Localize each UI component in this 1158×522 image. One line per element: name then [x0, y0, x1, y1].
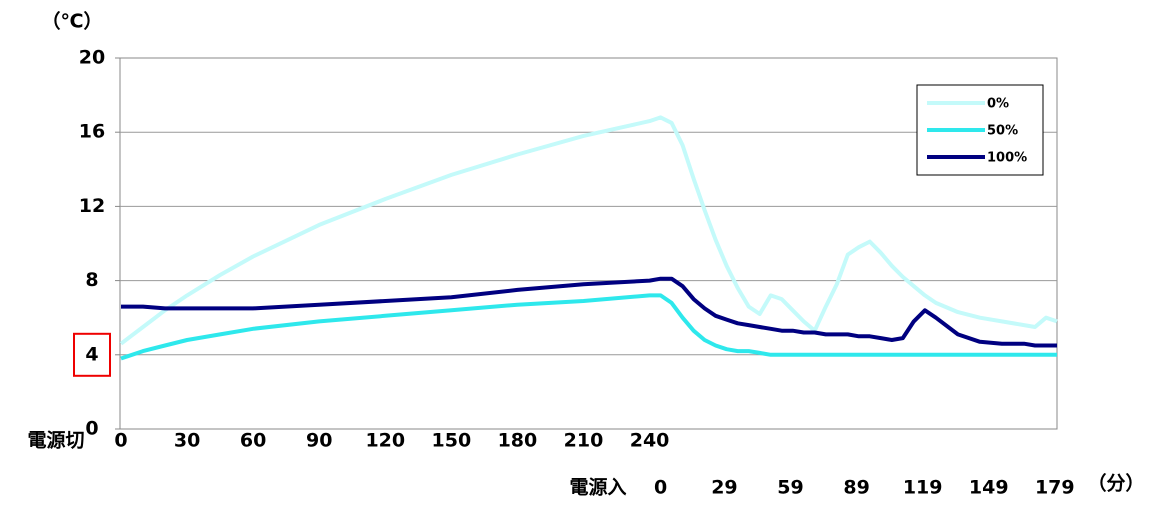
y-axis-label: （℃）: [41, 10, 102, 33]
y-tick-label: 8: [85, 269, 98, 291]
x-tick-label: 120: [365, 430, 405, 452]
x-tick-label: 0: [114, 430, 127, 452]
legend-label: 100%: [987, 151, 1027, 166]
x-tick-label: 150: [432, 430, 472, 452]
y-tick-label: 12: [79, 195, 105, 217]
x-tick-label-on: 119: [903, 477, 943, 499]
legend-label: 50%: [987, 124, 1018, 139]
x-tick-label-on: 0: [654, 477, 667, 499]
x-axis-label-on: 電源入: [569, 476, 626, 499]
series-line: [119, 115, 1058, 346]
x-tick-label: 180: [498, 430, 538, 452]
y-tick-label: 16: [79, 121, 105, 143]
legend-label: 0%: [987, 97, 1009, 112]
series-line: [121, 276, 1057, 348]
x-tick-label: 210: [564, 430, 604, 452]
x-tick-label-on: 179: [1035, 477, 1075, 499]
x-tick-label: 240: [630, 430, 670, 452]
x-tick-label-on: 29: [711, 477, 737, 499]
highlight-box: [73, 332, 111, 377]
x-tick-label: 90: [306, 430, 332, 452]
x-axis-unit: （分）: [1087, 472, 1144, 495]
y-tick-label: 0: [85, 418, 98, 440]
y-tick-label: 20: [79, 47, 105, 69]
series-line: [120, 293, 1057, 361]
x-axis-label-off: 電源切: [27, 429, 84, 452]
x-tick-label: 60: [240, 430, 266, 452]
x-tick-label-on: 89: [843, 477, 869, 499]
x-tick-label-on: 149: [969, 477, 1009, 499]
x-tick-label-on: 59: [777, 477, 803, 499]
y-tick-label: 4: [85, 343, 98, 365]
plot-area: [119, 57, 1058, 430]
x-tick-label: 30: [174, 430, 200, 452]
